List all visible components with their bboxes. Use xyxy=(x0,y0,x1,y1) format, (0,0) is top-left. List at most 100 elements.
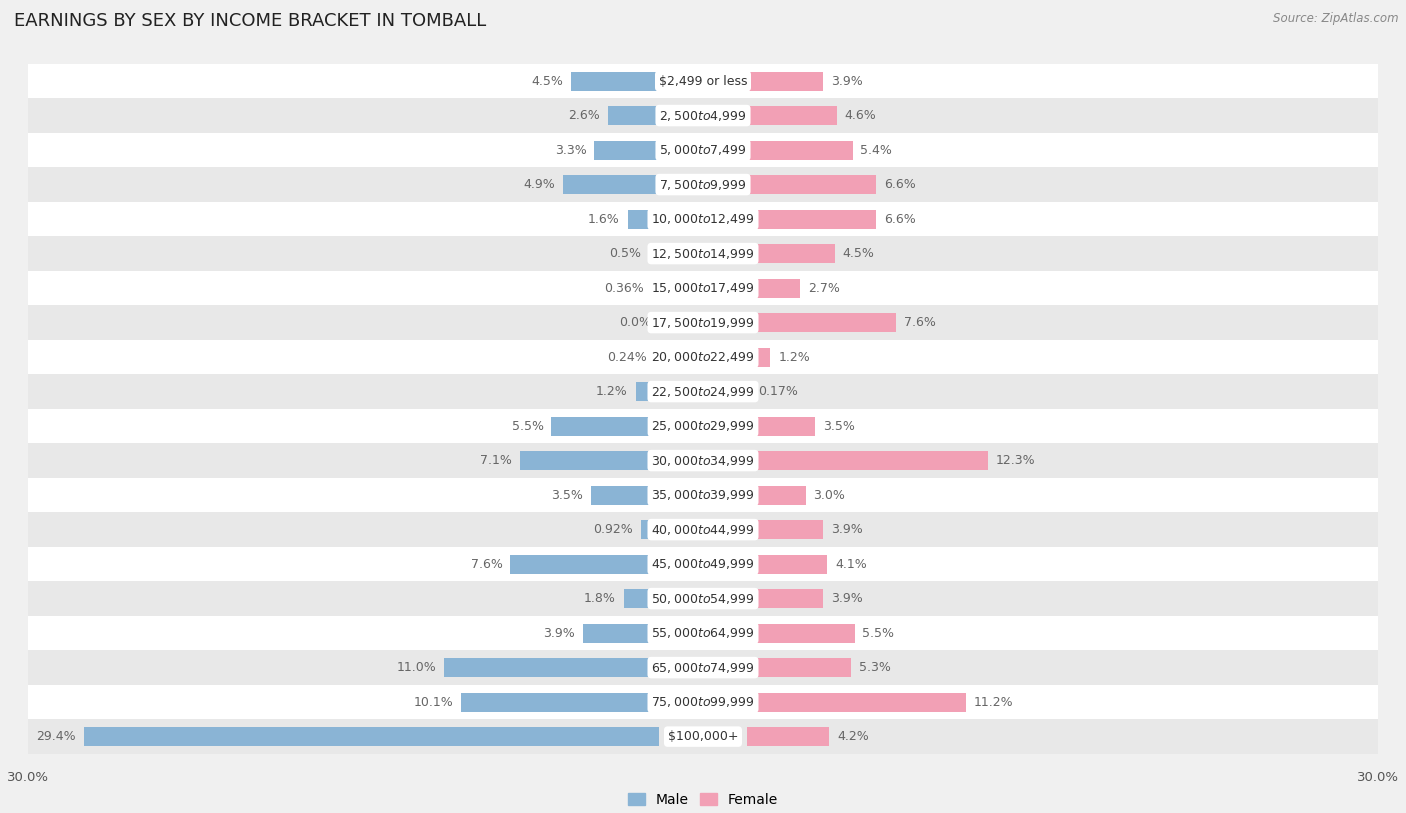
Bar xyxy=(444,659,659,677)
Legend: Male, Female: Male, Female xyxy=(628,793,778,806)
Bar xyxy=(28,409,1378,443)
Bar xyxy=(747,175,876,194)
Text: 11.0%: 11.0% xyxy=(396,661,436,674)
Text: 4.5%: 4.5% xyxy=(531,75,564,88)
Text: $5,000 to $7,499: $5,000 to $7,499 xyxy=(659,143,747,157)
Bar xyxy=(28,581,1378,616)
Text: 0.36%: 0.36% xyxy=(605,281,644,294)
Text: $40,000 to $44,999: $40,000 to $44,999 xyxy=(651,523,755,537)
Text: $55,000 to $64,999: $55,000 to $64,999 xyxy=(651,626,755,640)
Bar xyxy=(747,624,855,642)
Text: $45,000 to $49,999: $45,000 to $49,999 xyxy=(651,557,755,571)
Text: $17,500 to $19,999: $17,500 to $19,999 xyxy=(651,315,755,329)
Text: $7,500 to $9,999: $7,500 to $9,999 xyxy=(659,177,747,192)
Bar xyxy=(650,244,659,263)
Text: 5.3%: 5.3% xyxy=(859,661,890,674)
Text: $100,000+: $100,000+ xyxy=(668,730,738,743)
Text: 12.3%: 12.3% xyxy=(995,454,1035,467)
Text: $12,500 to $14,999: $12,500 to $14,999 xyxy=(651,246,755,261)
Bar xyxy=(747,520,824,539)
Bar xyxy=(747,554,827,574)
Bar xyxy=(84,727,659,746)
Bar xyxy=(28,720,1378,754)
Bar xyxy=(28,133,1378,167)
Bar xyxy=(747,727,830,746)
Bar xyxy=(520,451,659,470)
Bar xyxy=(28,98,1378,133)
Bar xyxy=(28,374,1378,409)
Bar xyxy=(564,175,659,194)
Text: 7.6%: 7.6% xyxy=(471,558,502,571)
Bar xyxy=(624,589,659,608)
Bar xyxy=(609,106,659,125)
Text: Source: ZipAtlas.com: Source: ZipAtlas.com xyxy=(1274,12,1399,25)
Text: 3.5%: 3.5% xyxy=(551,489,582,502)
Bar xyxy=(461,693,659,711)
Bar xyxy=(747,106,837,125)
Text: 3.0%: 3.0% xyxy=(814,489,845,502)
Text: 1.2%: 1.2% xyxy=(596,385,627,398)
Text: 3.5%: 3.5% xyxy=(824,420,855,433)
Bar xyxy=(571,72,659,90)
Bar xyxy=(591,485,659,505)
Bar xyxy=(28,547,1378,581)
Text: 4.6%: 4.6% xyxy=(845,109,876,122)
Text: 0.24%: 0.24% xyxy=(607,350,647,363)
Bar xyxy=(28,685,1378,720)
Text: $20,000 to $22,499: $20,000 to $22,499 xyxy=(651,350,755,364)
Bar xyxy=(551,416,659,436)
Bar xyxy=(28,63,1378,98)
Bar xyxy=(747,348,770,367)
Bar xyxy=(28,512,1378,547)
Bar xyxy=(747,589,824,608)
Bar xyxy=(28,271,1378,306)
Bar xyxy=(747,416,815,436)
Text: $25,000 to $29,999: $25,000 to $29,999 xyxy=(651,419,755,433)
Text: EARNINGS BY SEX BY INCOME BRACKET IN TOMBALL: EARNINGS BY SEX BY INCOME BRACKET IN TOM… xyxy=(14,12,486,30)
Text: 5.5%: 5.5% xyxy=(512,420,544,433)
Text: 3.9%: 3.9% xyxy=(831,592,863,605)
Text: 4.5%: 4.5% xyxy=(842,247,875,260)
Text: $75,000 to $99,999: $75,000 to $99,999 xyxy=(651,695,755,709)
Text: 4.9%: 4.9% xyxy=(523,178,555,191)
Text: 29.4%: 29.4% xyxy=(37,730,76,743)
Bar xyxy=(595,141,659,159)
Text: $50,000 to $54,999: $50,000 to $54,999 xyxy=(651,592,755,606)
Bar xyxy=(747,659,851,677)
Text: 5.4%: 5.4% xyxy=(860,144,893,157)
Text: 4.2%: 4.2% xyxy=(837,730,869,743)
Text: 4.1%: 4.1% xyxy=(835,558,866,571)
Text: 10.1%: 10.1% xyxy=(413,696,454,709)
Text: $35,000 to $39,999: $35,000 to $39,999 xyxy=(651,488,755,502)
Text: $15,000 to $17,499: $15,000 to $17,499 xyxy=(651,281,755,295)
Text: 3.3%: 3.3% xyxy=(555,144,586,157)
Text: 0.5%: 0.5% xyxy=(609,247,641,260)
Text: 7.6%: 7.6% xyxy=(904,316,935,329)
Text: 0.92%: 0.92% xyxy=(593,523,633,536)
Bar xyxy=(747,313,896,332)
Bar xyxy=(28,443,1378,478)
Text: $30,000 to $34,999: $30,000 to $34,999 xyxy=(651,454,755,467)
Text: 7.1%: 7.1% xyxy=(481,454,512,467)
Text: 1.6%: 1.6% xyxy=(588,212,620,225)
Bar xyxy=(747,693,966,711)
Bar xyxy=(28,167,1378,202)
Text: 3.9%: 3.9% xyxy=(831,523,863,536)
Text: 6.6%: 6.6% xyxy=(884,178,915,191)
Text: 5.5%: 5.5% xyxy=(862,627,894,640)
Bar xyxy=(28,306,1378,340)
Text: $10,000 to $12,499: $10,000 to $12,499 xyxy=(651,212,755,226)
Bar xyxy=(747,382,751,401)
Text: 6.6%: 6.6% xyxy=(884,212,915,225)
Bar xyxy=(747,210,876,228)
Text: 0.17%: 0.17% xyxy=(758,385,799,398)
Text: 2.7%: 2.7% xyxy=(807,281,839,294)
Text: 0.0%: 0.0% xyxy=(619,316,651,329)
Text: 11.2%: 11.2% xyxy=(974,696,1014,709)
Bar xyxy=(28,340,1378,374)
Bar xyxy=(652,279,659,298)
Bar xyxy=(28,478,1378,512)
Text: 1.2%: 1.2% xyxy=(779,350,810,363)
Text: $22,500 to $24,999: $22,500 to $24,999 xyxy=(651,385,755,398)
Bar xyxy=(641,520,659,539)
